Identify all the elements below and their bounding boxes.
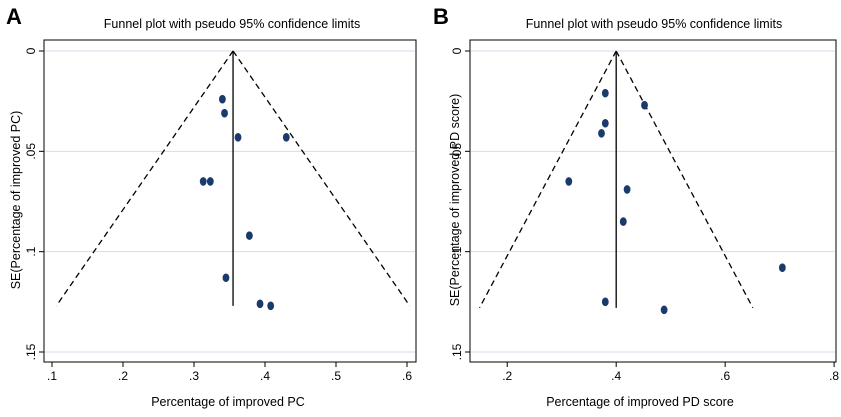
x-tick-label: .8 xyxy=(829,369,839,383)
study-point xyxy=(221,108,228,118)
chart-title-a: Funnel plot with pseudo 95% confidence l… xyxy=(104,17,360,31)
x-axis-ticks-b: .2 .4 .6 .8 xyxy=(502,362,839,383)
y-axis-label-a: SE(Percentage of improved PC) xyxy=(9,111,23,290)
upper-confidence-limit xyxy=(615,50,754,309)
study-point xyxy=(619,217,627,226)
funnel-limits-b xyxy=(478,50,754,309)
grid-lines-a xyxy=(45,50,415,353)
study-point xyxy=(199,177,207,186)
study-point xyxy=(222,273,230,283)
plot-frame-b xyxy=(469,39,837,363)
y-axis-ticks-b: 0 .05 .1 .15 xyxy=(450,47,470,360)
study-point xyxy=(778,263,786,273)
study-point xyxy=(267,301,275,311)
y-axis-label-b: SE(Percentage of improved PD score) xyxy=(448,94,462,307)
study-point xyxy=(565,177,573,186)
study-point xyxy=(660,305,668,315)
y-tick-label: .05 xyxy=(450,143,464,160)
y-tick-label: .1 xyxy=(450,246,464,256)
x-tick-label: .4 xyxy=(611,369,621,383)
study-point xyxy=(598,128,605,138)
y-tick-label: .05 xyxy=(24,143,38,160)
study-points-a xyxy=(199,94,290,311)
chart-title-b: Funnel plot with pseudo 95% confidence l… xyxy=(526,17,782,31)
x-tick-label: .2 xyxy=(118,369,128,383)
funnel-limits-a xyxy=(55,50,411,307)
study-point xyxy=(601,88,609,98)
study-point xyxy=(601,297,609,307)
lower-confidence-limit xyxy=(55,50,234,307)
x-tick-label: .1 xyxy=(47,369,57,383)
x-tick-label: .5 xyxy=(331,369,341,383)
study-point xyxy=(641,100,648,110)
y-tick-label: 0 xyxy=(450,47,464,54)
study-point xyxy=(601,118,609,128)
x-tick-label: .6 xyxy=(720,369,730,383)
study-points-b xyxy=(565,88,786,315)
y-tick-label: .15 xyxy=(450,343,464,360)
plot-frame-a xyxy=(43,39,417,363)
study-point xyxy=(234,132,242,142)
study-point xyxy=(245,231,253,240)
x-axis-ticks-a: .1 .2 .3 .4 .5 .6 xyxy=(47,362,412,383)
study-point xyxy=(282,132,290,142)
funnel-plot-panel-b: B Funnel plot with pseudo 95% confidence… xyxy=(433,4,839,409)
lower-confidence-limit xyxy=(478,50,617,309)
study-point xyxy=(219,94,226,104)
y-tick-label: .1 xyxy=(24,246,38,256)
upper-confidence-limit xyxy=(232,50,411,307)
study-point xyxy=(256,299,264,309)
grid-lines-b xyxy=(471,50,835,353)
panel-label-b: B xyxy=(433,4,449,29)
study-point xyxy=(206,177,214,186)
x-tick-label: .3 xyxy=(189,369,199,383)
study-point xyxy=(623,185,631,194)
x-axis-label-b: Percentage of improved PD score xyxy=(546,395,734,409)
x-tick-label: .6 xyxy=(402,369,412,383)
funnel-plot-panel-a: A Funnel plot with pseudo 95% confidence… xyxy=(6,4,417,409)
x-axis-label-a: Percentage of improved PC xyxy=(151,395,305,409)
y-axis-ticks-a: 0 .05 .1 .15 xyxy=(24,47,44,360)
x-tick-label: .2 xyxy=(502,369,512,383)
panel-label-a: A xyxy=(6,4,22,29)
y-tick-label: .15 xyxy=(24,343,38,360)
y-tick-label: 0 xyxy=(24,47,38,54)
x-tick-label: .4 xyxy=(260,369,270,383)
